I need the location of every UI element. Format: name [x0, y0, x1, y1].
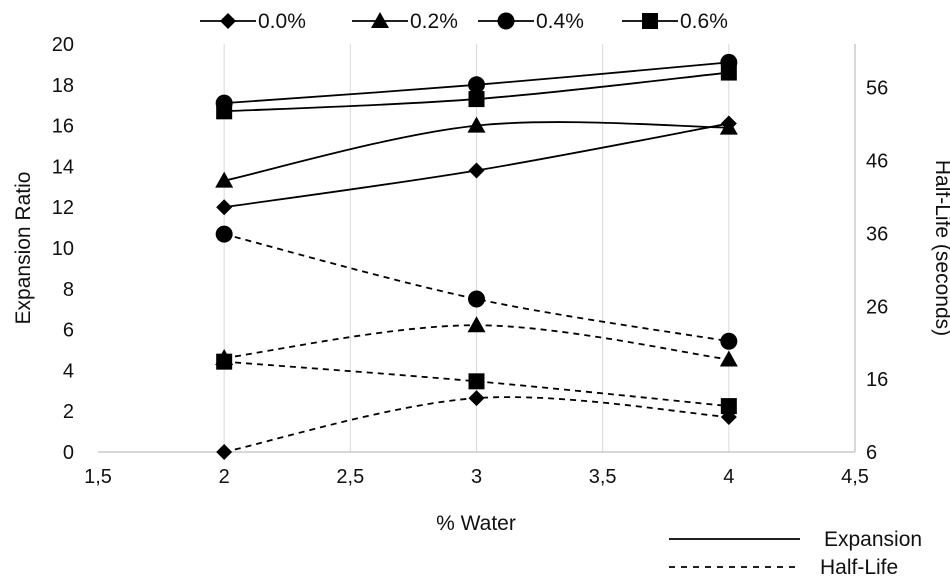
legend-label: 0.2% [410, 10, 458, 33]
style-legend-label: Half-Life [820, 556, 898, 576]
x-tick-label: 2,5 [336, 466, 364, 488]
expansion-point-triangle [215, 171, 234, 188]
halflife-point-circle [215, 225, 233, 243]
y-tick-label: 18 [52, 75, 74, 97]
x-axis-title: % Water [436, 512, 516, 535]
expansion-point-triangle [719, 118, 738, 135]
legend-marker-square [642, 13, 658, 29]
x-tick-label: 3 [471, 466, 482, 488]
halflife-point-circle [468, 290, 485, 308]
halflife-point-diamond [216, 444, 233, 460]
y-tick-label: 2 [63, 401, 74, 423]
x-tick-label: 3,5 [589, 466, 617, 488]
y2-tick-label: 36 [866, 223, 888, 245]
y2-tick-label: 16 [866, 369, 888, 391]
y-tick-label: 0 [63, 442, 74, 464]
y2-tick-label: 56 [866, 78, 888, 100]
expansion-point-diamond [216, 199, 233, 216]
halflife-point-square [216, 353, 233, 370]
legend-label: 0.6% [680, 10, 728, 33]
style-legend-label: Expansion [824, 528, 922, 551]
y-tick-label: 8 [63, 279, 74, 301]
y-axis-title: Expansion Ratio [12, 172, 35, 325]
y-tick-label: 6 [63, 320, 74, 342]
grid-lines [223, 44, 730, 452]
expansion-point-diamond [468, 162, 485, 179]
expansion-point-square [720, 64, 737, 81]
expansion-point-circle [468, 76, 485, 94]
x-tick-label: 2 [219, 466, 230, 488]
y-tick-label: 16 [52, 116, 74, 138]
legend-label: 0.4% [536, 10, 584, 33]
y-tick-label: 20 [52, 34, 74, 56]
series-markers [215, 53, 738, 460]
legend-marker-triangle [371, 12, 389, 28]
y-tick-label: 4 [63, 360, 74, 382]
tick-labels: 1,5 2 2,5 3 3,5 4 4,50246810121416182061626364… [52, 34, 889, 488]
expansion-point-square [468, 91, 485, 108]
style-legend: Expansion Half-Life [669, 528, 922, 576]
legend-label: 0.0% [258, 10, 306, 33]
halflife-point-circle [720, 332, 738, 350]
expansion-point-triangle [467, 116, 486, 133]
y2-tick-label: 46 [866, 151, 888, 173]
halflife-point-square [720, 398, 737, 415]
halflife-point-triangle [719, 350, 738, 367]
y-tick-label: 12 [52, 197, 74, 219]
halflife-line-circle [223, 233, 729, 343]
x-tick-label: 1,5 [84, 466, 112, 488]
y-tick-label: 14 [52, 156, 74, 178]
y2-tick-label: 6 [866, 442, 877, 464]
y2-tick-label: 26 [866, 296, 888, 318]
expansion-point-square [216, 103, 233, 120]
halflife-point-triangle [467, 316, 486, 333]
y2-axis-title: Half-Life (seconds) [931, 160, 950, 336]
series-legend: 0.0% 0.2% 0.4% 0.6% [200, 10, 728, 33]
legend-marker-circle [497, 12, 515, 30]
x-tick-label: 4,5 [841, 466, 869, 488]
x-tick-label: 4 [723, 466, 734, 488]
halflife-point-diamond [468, 390, 485, 407]
y-tick-label: 10 [52, 238, 74, 260]
legend-marker-diamond [220, 13, 236, 29]
halflife-point-square [468, 373, 485, 390]
